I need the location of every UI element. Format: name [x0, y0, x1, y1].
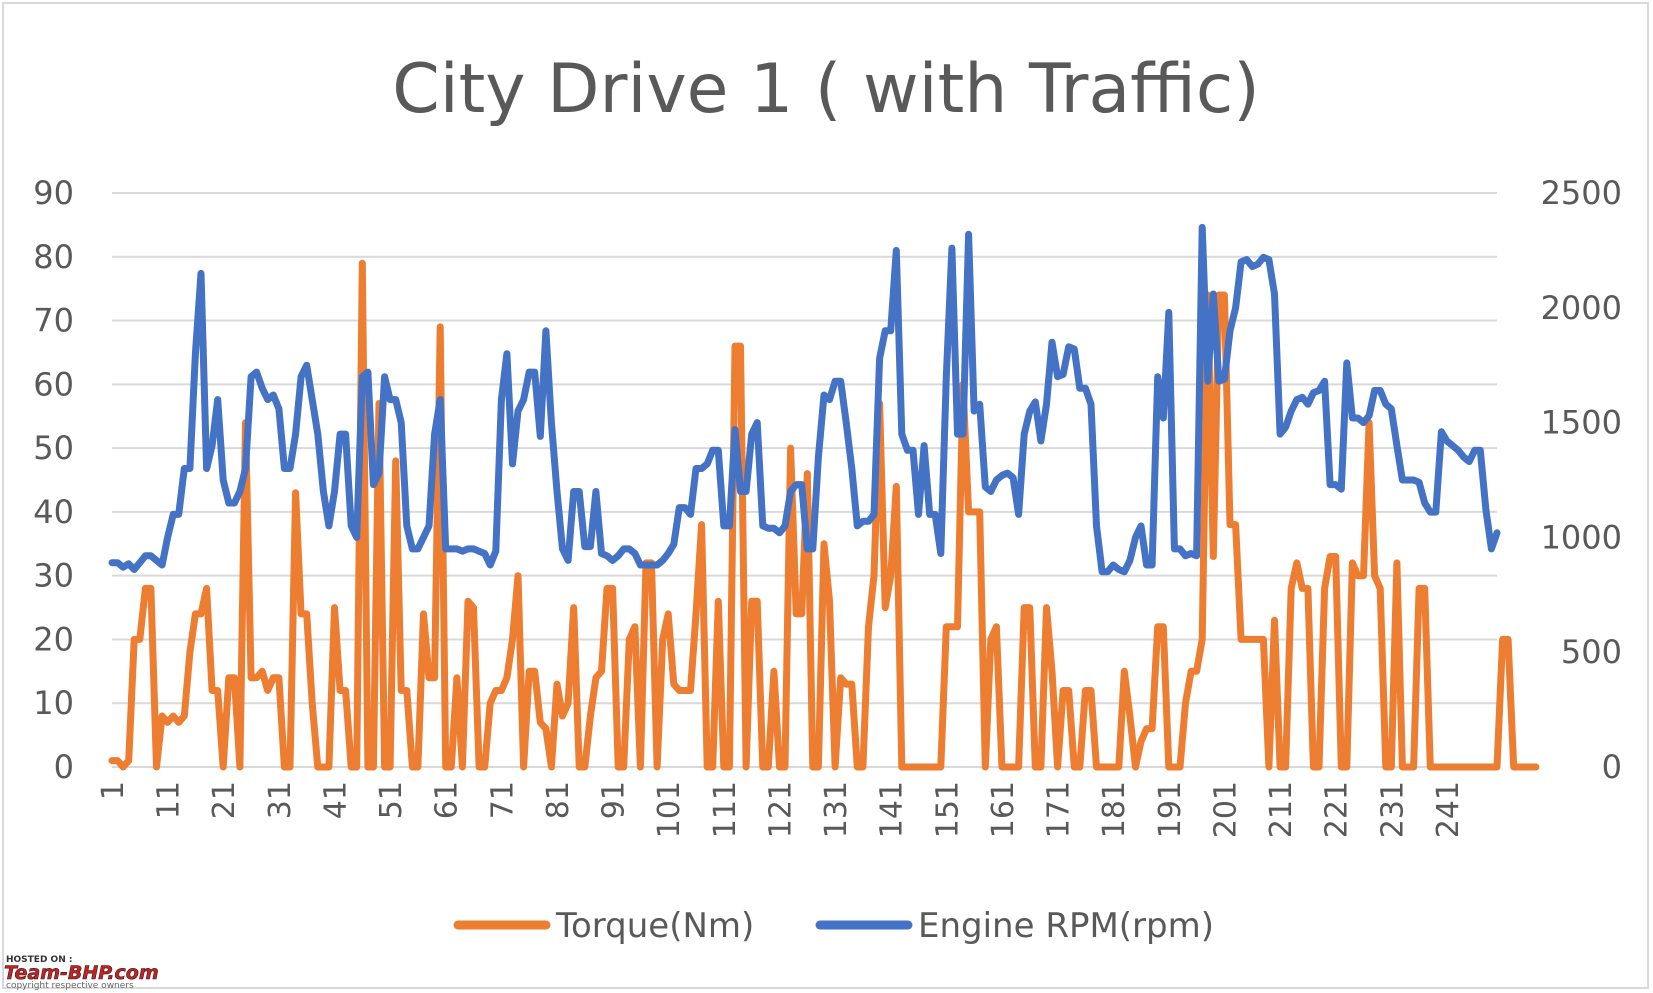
x-axis: 1 11 21 31 41 51 61 71 81 91 101 111 121 131 141 151 161…: [96, 781, 1466, 838]
watermark-hosted-text: HOSTED ON :: [6, 955, 72, 965]
series-group: [108, 223, 1540, 771]
chart-title: City Drive 1 ( with Traffic): [392, 50, 1260, 129]
left-y-tick-label: 90: [33, 174, 74, 212]
x-tick-label: 241: [1431, 781, 1466, 838]
left-y-tick-label: 40: [33, 493, 74, 531]
legend: Torque(Nm) Engine RPM(rpm): [453, 906, 1214, 946]
left-y-tick-label: 0: [54, 748, 74, 786]
x-tick-label: 51: [374, 781, 409, 819]
x-tick-label: 61: [430, 781, 465, 819]
x-tick-label: 231: [1375, 781, 1410, 838]
left-y-tick-label: 20: [33, 620, 74, 658]
left-y-tick-label: 60: [33, 365, 74, 403]
x-tick-label: 201: [1208, 781, 1243, 838]
left-y-axis: 0 10 20 30 40 50 60 70 80 90: [33, 174, 74, 786]
right-y-tick-label: 2500: [1541, 174, 1622, 212]
right-y-tick-label: 500: [1561, 633, 1622, 671]
left-y-tick-label: 80: [33, 238, 74, 276]
x-tick-label: 161: [986, 781, 1021, 838]
x-tick-label: 101: [652, 781, 687, 838]
x-tick-label: 91: [597, 781, 632, 819]
left-y-tick-label: 50: [33, 429, 74, 467]
x-tick-label: 1: [96, 781, 131, 800]
legend-label-engine-rpm: Engine RPM(rpm): [918, 906, 1214, 946]
x-tick-label: 221: [1320, 781, 1355, 838]
x-tick-label: 151: [930, 781, 965, 838]
right-y-tick-label: 1500: [1541, 404, 1622, 442]
x-tick-label: 141: [875, 781, 910, 838]
watermark-logo: HOSTED ON : Team-BHP.com copyright respe…: [4, 955, 159, 991]
x-tick-label: 21: [207, 781, 242, 819]
x-tick-label: 191: [1153, 781, 1188, 838]
x-tick-label: 131: [819, 781, 854, 838]
right-y-axis: 0 500 1000 1500 2000 2500: [1541, 174, 1622, 786]
watermark-copyright-text: copyright respective owners: [6, 981, 134, 991]
left-y-tick-label: 70: [33, 302, 74, 340]
left-y-tick-label: 30: [33, 557, 74, 595]
x-tick-label: 41: [318, 781, 353, 819]
left-y-tick-label: 10: [33, 684, 74, 722]
series-line-torque: [108, 259, 1540, 771]
x-tick-label: 181: [1097, 781, 1132, 838]
x-tick-label: 111: [708, 781, 743, 838]
x-tick-label: 121: [763, 781, 798, 838]
x-tick-label: 211: [1264, 781, 1299, 838]
x-tick-label: 31: [263, 781, 298, 819]
x-tick-label: 11: [152, 781, 187, 819]
x-tick-label: 71: [485, 781, 520, 819]
x-tick-label: 171: [1042, 781, 1077, 838]
right-y-tick-label: 1000: [1541, 518, 1622, 556]
legend-label-torque: Torque(Nm): [555, 906, 754, 946]
watermark-brand-text: Team-BHP.com: [4, 962, 159, 984]
series-line-engine-rpm: [108, 223, 1501, 576]
x-tick-label: 81: [541, 781, 576, 819]
right-y-tick-label: 2000: [1541, 289, 1622, 327]
right-y-tick-label: 0: [1602, 748, 1622, 786]
